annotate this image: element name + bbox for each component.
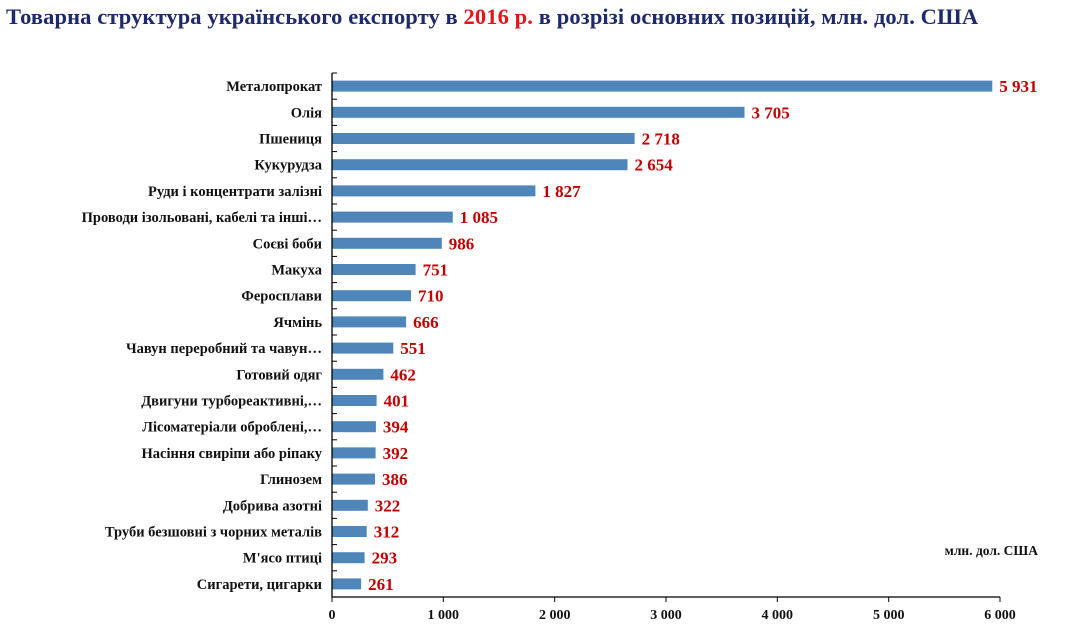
category-label: Макуха bbox=[271, 263, 322, 279]
title-part-before: Товарна структура українського експорту … bbox=[6, 4, 458, 29]
value-label: 986 bbox=[449, 234, 475, 253]
bar bbox=[332, 185, 536, 197]
title-year-highlight: 2016 р. bbox=[463, 4, 533, 29]
bar bbox=[332, 473, 375, 485]
bar bbox=[332, 290, 411, 302]
value-label: 401 bbox=[384, 392, 410, 411]
title-part-after: в розрізі основних позицій, млн. дол. СШ… bbox=[538, 4, 979, 29]
category-label: Пшениця bbox=[259, 132, 322, 148]
category-label: Руди і концентрати залізні bbox=[148, 184, 322, 200]
value-label: 551 bbox=[400, 339, 426, 358]
bar bbox=[332, 421, 376, 433]
x-tick-label: 3 000 bbox=[650, 608, 682, 623]
bar bbox=[332, 106, 745, 118]
x-tick-label: 2 000 bbox=[539, 608, 571, 623]
category-label: Кукурудза bbox=[254, 158, 322, 174]
category-label: Металопрокат bbox=[226, 79, 322, 95]
x-tick-label: 1 000 bbox=[428, 608, 460, 623]
bar bbox=[332, 211, 453, 223]
value-label: 1 827 bbox=[542, 182, 581, 201]
category-label: Олія bbox=[291, 105, 322, 121]
value-label: 462 bbox=[390, 365, 416, 384]
category-label: Глинозем bbox=[260, 472, 322, 488]
bar bbox=[332, 159, 628, 171]
category-label: Феросплави bbox=[241, 289, 322, 305]
bar bbox=[332, 80, 993, 92]
bar bbox=[332, 526, 367, 537]
bar bbox=[332, 342, 394, 354]
category-label: Насіння свиріпи або ріпаку bbox=[142, 446, 323, 462]
x-tick-label: 6 000 bbox=[984, 608, 1016, 623]
bar bbox=[332, 133, 635, 144]
value-label: 312 bbox=[374, 523, 400, 542]
category-label: Чавун переробний та чавун… bbox=[126, 341, 322, 357]
value-label: 1 085 bbox=[460, 208, 498, 227]
value-label: 322 bbox=[375, 496, 401, 515]
category-label: Лісоматеріали оброблені,… bbox=[142, 420, 322, 436]
category-label: Проводи ізольовані, кабелі та інші… bbox=[82, 210, 322, 226]
bar bbox=[332, 264, 416, 275]
category-label: Труби безшовні з чорних металів bbox=[105, 525, 322, 541]
x-tick-label: 5 000 bbox=[873, 608, 905, 623]
value-label: 751 bbox=[423, 261, 449, 280]
value-label: 2 718 bbox=[642, 130, 680, 149]
value-label: 2 654 bbox=[635, 156, 674, 175]
bar bbox=[332, 395, 377, 406]
bar bbox=[332, 578, 362, 590]
bar bbox=[332, 368, 384, 380]
x-tick-label: 4 000 bbox=[762, 608, 794, 623]
category-label: Двигуни турбореактивні,… bbox=[141, 394, 322, 410]
category-label: Соєві боби bbox=[253, 236, 322, 252]
bar bbox=[332, 237, 442, 249]
category-label: Ячмінь bbox=[273, 315, 322, 331]
value-label: 666 bbox=[413, 313, 439, 332]
bar bbox=[332, 552, 365, 564]
value-label: 392 bbox=[383, 444, 409, 463]
value-label: 3 705 bbox=[752, 103, 790, 122]
category-label: М'ясо птиці bbox=[243, 551, 322, 567]
x-tick-label: 0 bbox=[329, 608, 336, 623]
value-label: 261 bbox=[368, 575, 394, 594]
chart-title: Товарна структура українського експорту … bbox=[6, 4, 1086, 30]
category-labels: Металопрокат Олія Пшениця Кукурудза Руди і к… bbox=[82, 79, 323, 593]
value-label: 293 bbox=[372, 549, 398, 568]
value-label: 5 931 bbox=[999, 77, 1037, 96]
axes-group: 0 1 000 2 000 3 000 4 000 5 000 6 000 bbox=[329, 72, 1016, 623]
bar bbox=[332, 499, 368, 511]
bar bbox=[332, 316, 407, 328]
category-label: Добрива азотні bbox=[223, 498, 322, 514]
category-label: Готовий одяг bbox=[236, 367, 322, 383]
bar bbox=[332, 447, 376, 459]
value-label: 710 bbox=[418, 287, 444, 306]
value-label: 386 bbox=[382, 470, 408, 489]
bars-group bbox=[332, 80, 993, 590]
category-label: Сигарети, цигарки bbox=[197, 577, 322, 593]
value-label: 394 bbox=[383, 418, 409, 437]
unit-label: млн. дол. США bbox=[945, 543, 1039, 558]
